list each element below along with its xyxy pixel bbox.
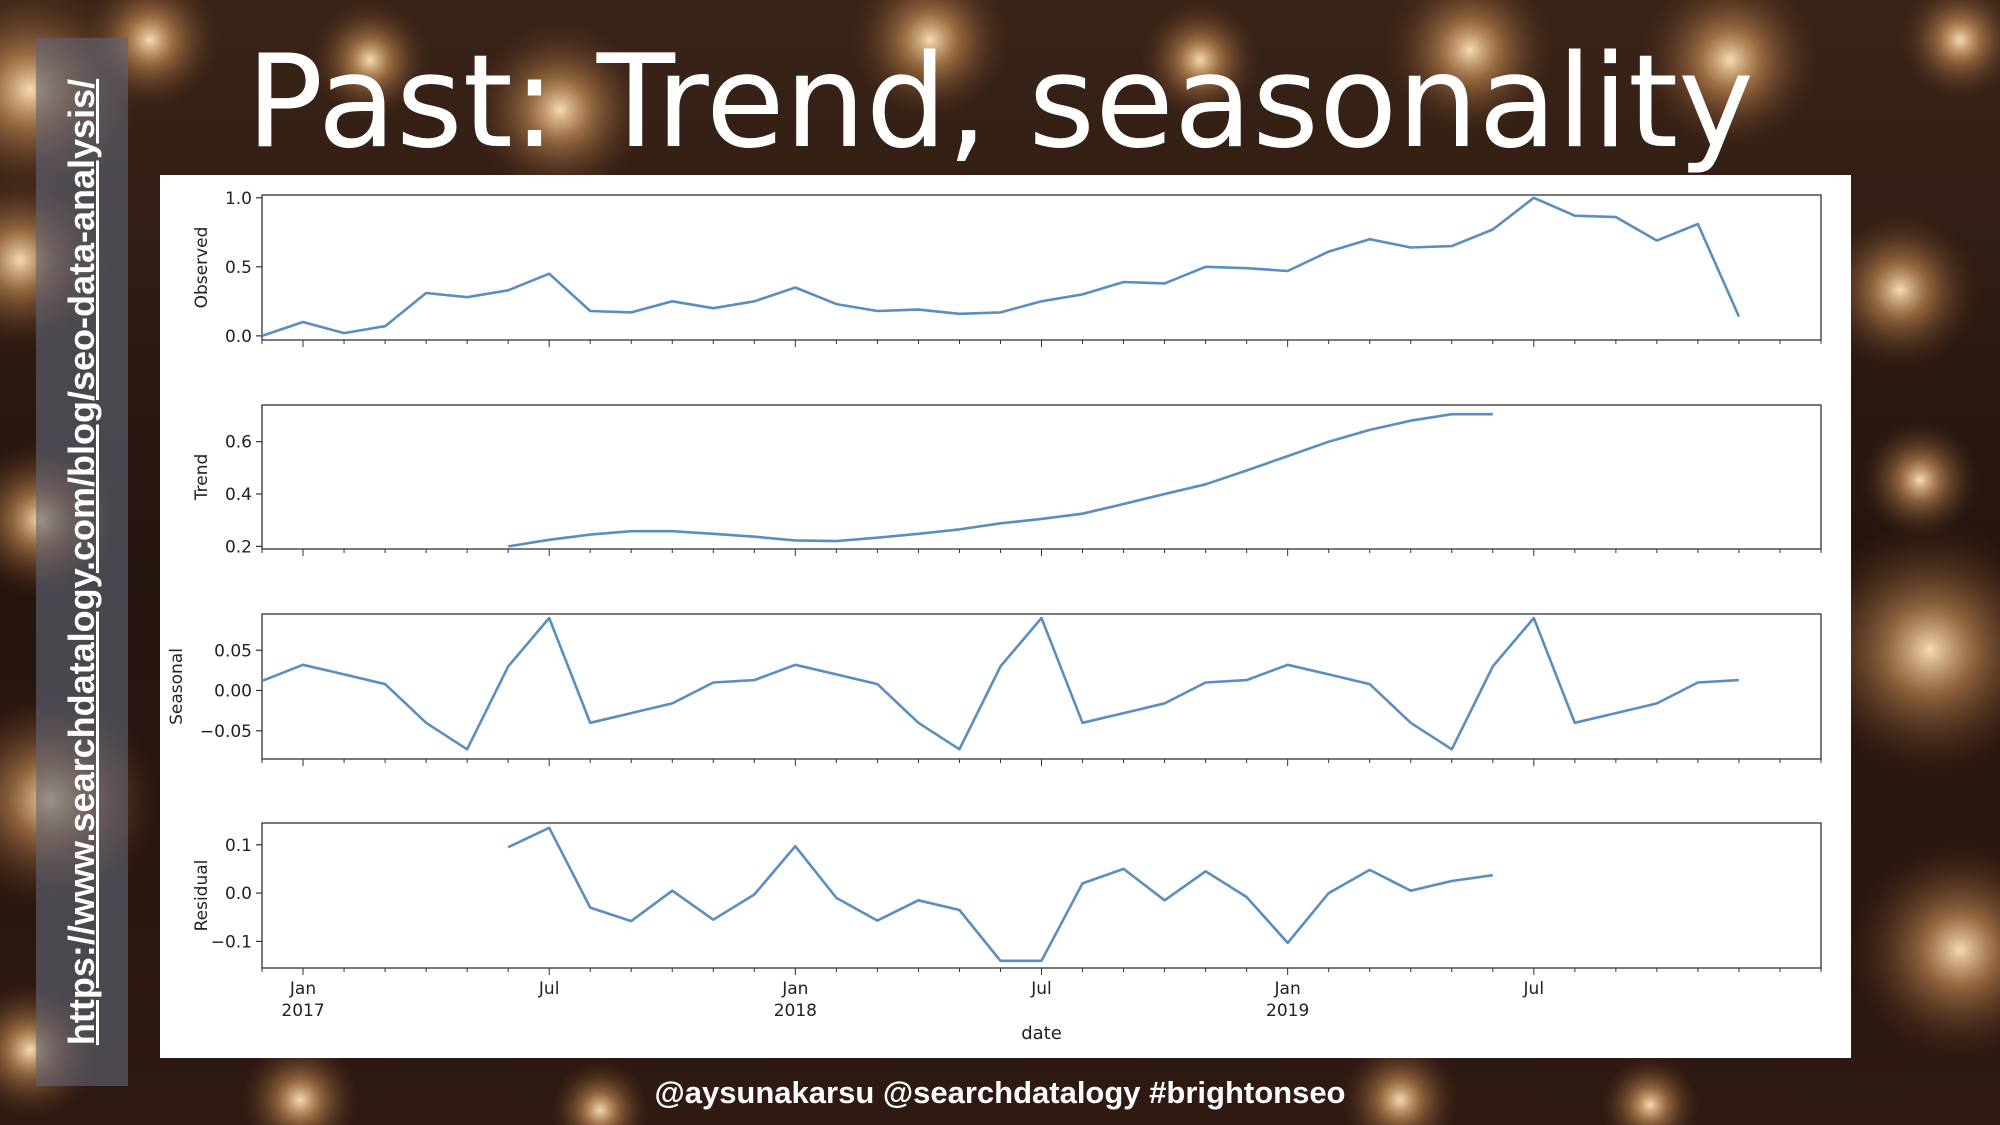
y-tick-label: 0.0 (225, 327, 252, 347)
axes-frame (261, 613, 1822, 760)
x-tick-year-label: 2019 (1266, 1001, 1309, 1021)
y-tick-label: 0.00 (214, 682, 252, 702)
subplot-residual: −0.1 0.0 0.1 Residual (192, 822, 1822, 975)
x-tick-label: Jul (1030, 979, 1052, 999)
subplot-observed: 0.0 0.5 1.0 Observed (192, 189, 1822, 347)
blog-link[interactable]: https://www.searchdatalogy.com/blog/seo-… (61, 78, 102, 1046)
series-line-seasonal (261, 616, 1739, 751)
x-tick-year-label: 2017 (281, 1001, 324, 1021)
y-axis-label: Observed (192, 227, 212, 309)
y-tick-label: 0.5 (225, 258, 252, 278)
axes-frame (261, 822, 1822, 969)
y-tick-label: 1.0 (225, 189, 252, 209)
seasonal-decomposition-chart: 0.00.51.0Observed0.20.40.6Trend−0.050.00… (167, 189, 1822, 1044)
chart-panel: 0.0 0.5 1.0 Observed 0.2 0.4 0.6 Trend −0.05 0.00… (160, 175, 1851, 1058)
x-tick-year-label: 2018 (774, 1001, 817, 1021)
y-tick-label: −0.1 (211, 932, 252, 952)
y-tick-label: 0.4 (225, 485, 252, 505)
footer-handles: @aysunakarsu @searchdatalogy #brightonse… (654, 1075, 1346, 1110)
side-link-bar (36, 38, 128, 1086)
x-tick-label: Jan (1274, 979, 1301, 999)
series-line-residual (507, 826, 1493, 963)
series-line-observed (261, 196, 1741, 338)
subplot-seasonal: −0.05 0.00 0.05 Seasonal (167, 613, 1822, 766)
x-axis-label: date (1021, 1023, 1062, 1044)
x-tick-label: Jan (289, 979, 316, 999)
x-tick-label: Jul (1523, 979, 1545, 999)
y-tick-label: 0.05 (214, 641, 252, 661)
subplot-trend: 0.2 0.4 0.6 Trend (192, 404, 1822, 557)
y-tick-label: −0.05 (200, 722, 252, 742)
slide-title: Past: Trend, seasonality (246, 28, 1754, 177)
y-axis-label: Trend (192, 454, 212, 502)
y-tick-label: 0.6 (225, 433, 252, 453)
series-line-trend (507, 412, 1493, 548)
y-axis-label: Seasonal (167, 648, 187, 725)
y-axis-label: Residual (192, 860, 212, 932)
axes-frame (261, 404, 1822, 550)
y-tick-label: 0.2 (225, 537, 252, 557)
y-tick-label: 0.1 (225, 836, 252, 856)
x-tick-label: Jan (781, 979, 808, 999)
y-tick-label: 0.0 (225, 884, 252, 904)
x-tick-label: Jul (538, 979, 560, 999)
